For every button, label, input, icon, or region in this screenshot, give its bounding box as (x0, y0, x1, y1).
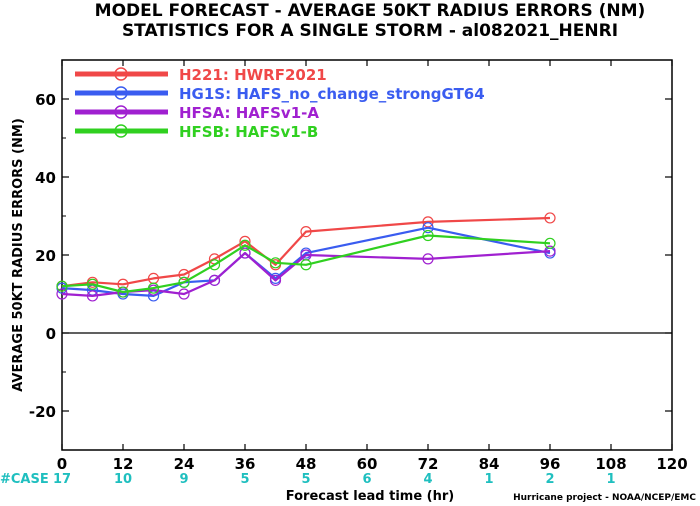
data-point (178, 288, 190, 300)
series-layer (56, 212, 556, 302)
data-point (208, 274, 221, 286)
case-count: 1 (484, 472, 493, 487)
y-tick-label: 0 (46, 325, 56, 343)
x-axis-label: Forecast lead time (hr) (286, 489, 454, 504)
series-line (61, 216, 551, 288)
legend-label: HFSA: HAFSv1-A (179, 104, 319, 122)
series-1 (56, 222, 556, 302)
case-count: 17 (53, 472, 71, 487)
case-count: 5 (240, 472, 249, 487)
data-point (300, 226, 312, 238)
plot-frame (61, 59, 673, 451)
credit-label: Hurricane project - NOAA/NCEP/EMC (513, 493, 696, 503)
data-point (269, 274, 282, 286)
case-count: 1 (606, 472, 615, 487)
data-point (208, 259, 221, 271)
case-count: 9 (179, 472, 188, 487)
legend-marker (114, 67, 128, 81)
legend-marker (114, 124, 128, 138)
data-point (117, 286, 129, 298)
x-tick-label: 0 (57, 455, 67, 473)
case-count: 10 (114, 472, 132, 487)
x-tick-label: 36 (235, 455, 256, 473)
x-tick-label: 96 (540, 455, 561, 473)
data-point (422, 253, 434, 265)
data-point (544, 245, 556, 257)
legend-label: H221: HWRF2021 (179, 66, 327, 84)
data-point (147, 282, 160, 294)
case-count: 4 (423, 472, 432, 487)
data-point (422, 229, 434, 242)
axis-ticks: 0 12 24 36 48 60 72 84 96 108 120 -20 0 20 40 60 (29, 59, 688, 473)
data-point (178, 276, 190, 288)
series-2 (56, 245, 556, 302)
x-tick-label: 108 (595, 455, 626, 473)
series-line (61, 250, 551, 297)
data-point (544, 212, 556, 224)
data-point (544, 237, 556, 249)
data-point (269, 257, 282, 269)
legend-marker (114, 105, 128, 119)
data-point (56, 280, 68, 292)
data-point (56, 288, 68, 300)
legend-marker (114, 86, 128, 100)
y-tick-label: 60 (35, 91, 56, 109)
chart-subtitle: STATISTICS FOR A SINGLE STORM - al082021… (122, 21, 618, 41)
x-tick-label: 48 (296, 455, 317, 473)
case-header: #CASE (0, 472, 49, 487)
y-axis-label: AVERAGE 50KT RADIUS ERRORS (NM) (11, 118, 26, 392)
case-count: 2 (545, 472, 554, 487)
x-tick-label: 120 (656, 455, 687, 473)
series-line (61, 234, 551, 294)
case-count: 6 (362, 472, 371, 487)
x-tick-label: 84 (479, 455, 500, 473)
case-count: 5 (301, 472, 310, 487)
data-point (86, 278, 99, 290)
data-point (422, 222, 434, 234)
x-tick-label: 60 (357, 455, 378, 473)
y-tick-label: 20 (35, 247, 56, 265)
y-tick-label: -20 (29, 403, 56, 421)
data-point (300, 259, 312, 271)
legend-label: HFSB: HAFSv1-B (179, 123, 318, 141)
x-tick-label: 12 (113, 455, 134, 473)
data-point (178, 268, 190, 281)
x-tick-label: 72 (418, 455, 439, 473)
data-point (239, 239, 251, 251)
y-tick-label: 40 (35, 169, 56, 187)
data-point (239, 247, 251, 259)
x-tick-label: 24 (174, 455, 195, 473)
series-3 (56, 229, 556, 298)
legend-label: HG1S: HAFS_no_change_strongGT64 (179, 85, 485, 103)
data-point (86, 290, 99, 302)
case-row: #CASE 17 10 9 5 5 6 4 1 2 1 (0, 472, 616, 487)
chart-title: MODEL FORECAST - AVERAGE 50KT RADIUS ERR… (95, 1, 646, 21)
